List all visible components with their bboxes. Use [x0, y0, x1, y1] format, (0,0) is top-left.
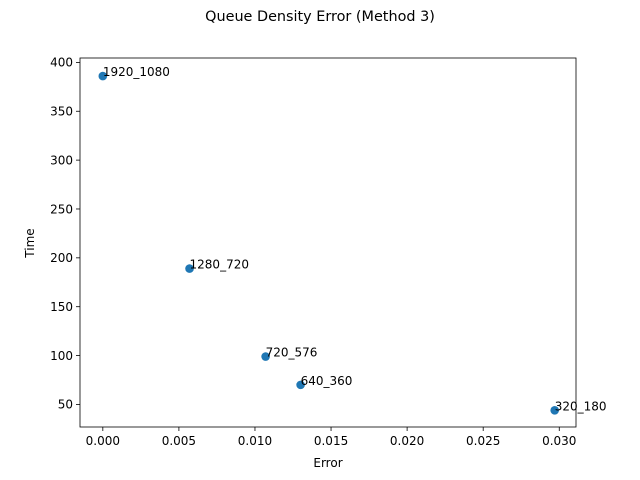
- data-point-label: 640_360: [301, 374, 353, 388]
- y-tick-label: 200: [50, 251, 73, 265]
- y-tick-label: 250: [50, 202, 73, 216]
- data-point: [98, 71, 108, 81]
- x-axis: 0.000 0.005 0.010 0.015 0.020 0.025 0.030: [86, 427, 576, 448]
- plot-frame: [79, 57, 577, 428]
- y-tick-label: 50: [58, 398, 73, 412]
- x-tick-label: 0.000: [86, 434, 120, 448]
- chart-title: Queue Density Error (Method 3): [205, 9, 435, 25]
- plot-area: 1920_1080 1280_720 720_576 640_360 320_180: [98, 65, 607, 415]
- x-tick-label: 0.020: [390, 434, 424, 448]
- y-tick-label: 400: [50, 56, 73, 70]
- y-tick-label: 100: [50, 349, 73, 363]
- x-axis-label: Error: [313, 456, 342, 470]
- data-point: [185, 264, 194, 273]
- y-axis-label: Time: [23, 228, 37, 258]
- data-point: [296, 380, 305, 390]
- x-tick-label: 0.025: [466, 434, 500, 448]
- y-tick-label: 150: [50, 300, 73, 314]
- data-point: [550, 405, 559, 415]
- data-point-label: 720_576: [266, 346, 318, 360]
- data-point: [261, 352, 270, 361]
- y-tick-label: 350: [50, 105, 73, 119]
- data-point-label: 320_180: [555, 399, 607, 413]
- data-point-label: 1280_720: [190, 258, 249, 272]
- x-tick-label: 0.010: [238, 434, 272, 448]
- data-point-label: 1920_1080: [103, 65, 170, 79]
- y-axis: 50 100 150 200 250 300 350 400: [50, 56, 80, 412]
- x-tick-label: 0.030: [542, 434, 576, 448]
- x-tick-label: 0.015: [314, 434, 348, 448]
- x-tick-label: 0.005: [162, 434, 196, 448]
- y-tick-label: 300: [50, 153, 73, 167]
